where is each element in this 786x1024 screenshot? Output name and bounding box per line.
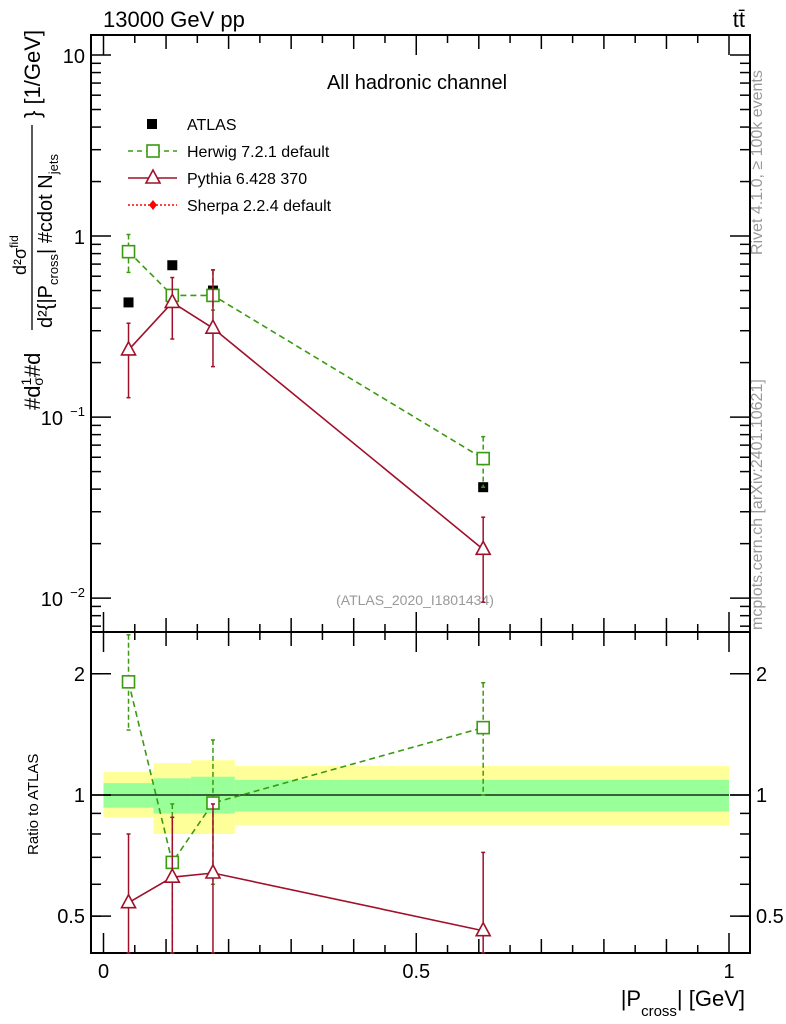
atlas-point: [167, 260, 178, 271]
header-left: 13000 GeV pp: [103, 7, 245, 32]
y-tick-exponent: −2: [70, 585, 85, 600]
plot-frame: [90, 631, 751, 954]
pythia-line: [128, 872, 484, 932]
pythia-point: [163, 292, 181, 309]
y-tick-label: 10: [63, 46, 85, 68]
legend-label: Herwig 7.2.1 default: [187, 144, 330, 161]
legend-marker: [149, 200, 157, 210]
legend-label: ATLAS: [187, 117, 237, 134]
y-tick-label: 1: [74, 785, 85, 807]
y-label-prefix: #d1σ#d: [18, 353, 46, 410]
y-tick-label-right: 1: [756, 785, 767, 807]
herwig-line: [127, 681, 484, 865]
legend-entry-atlas: ATLAS: [147, 117, 237, 134]
y-tick-label-right: 0.5: [756, 906, 784, 928]
atlas-point: [123, 297, 134, 308]
herwig-line: [127, 251, 484, 460]
x-tick-label: 1: [723, 961, 734, 983]
pythia-point: [204, 863, 222, 879]
x-tick-label: 0.5: [402, 961, 430, 983]
y-tick-label: 10: [41, 589, 63, 611]
legend: ATLAS Herwig 7.2.1 default Pythia 6.428 37…: [128, 117, 332, 215]
mcplots-label: mcplots.cern.ch [arXiv:2401.10621]: [749, 379, 766, 630]
legend-marker: [144, 168, 162, 184]
pythia-point: [120, 340, 137, 356]
pythia-point: [163, 867, 181, 883]
rivet-label: Rivet 4.1.0, ≥ 100k events: [749, 70, 766, 255]
pythia-point: [474, 539, 492, 556]
x-axis-label: |Pcross| [GeV]: [621, 986, 745, 1020]
y-tick-label: 0.5: [57, 906, 85, 928]
legend-label: Pythia 6.428 370: [187, 171, 307, 188]
pythia-line: [127, 301, 484, 550]
pythia-point: [474, 921, 492, 937]
herwig-point: [476, 451, 490, 466]
y-label-denominator: d²{|Pcross| #cdot Njets: [35, 154, 61, 328]
pythia-point: [204, 318, 222, 334]
legend-entry-herwig: Herwig 7.2.1 default: [128, 144, 330, 161]
legend-marker: [147, 119, 157, 129]
plot-title: All hadronic channel: [327, 72, 507, 94]
y-tick-label-right: 2: [756, 664, 767, 686]
y-tick-exponent: −1: [70, 404, 85, 419]
y-label-numerator: d²σfid: [7, 235, 30, 275]
legend-label: Sherpa 2.2.4 default: [187, 198, 332, 215]
herwig-point: [121, 244, 136, 259]
legend-marker: [146, 144, 160, 158]
y-tick-label: 2: [74, 664, 85, 686]
y-tick-label: 10: [41, 408, 63, 430]
pythia-point: [120, 893, 137, 909]
herwig-point: [121, 675, 136, 689]
y-label-suffix: } [1/GeV]: [20, 30, 45, 118]
x-tick-label: 0: [98, 961, 109, 983]
y-tick-label: 1: [74, 227, 85, 249]
ratio-y-label: Ratio to ATLAS: [25, 754, 42, 855]
y-axis-label: #d1σ#d d²σfid d²{|Pcross| #cdot Njets } …: [7, 30, 61, 410]
header-right: tt̄: [733, 7, 745, 32]
watermark: (ATLAS_2020_I1801434): [336, 592, 494, 608]
legend-entry-sherpa: Sherpa 2.2.4 default: [128, 198, 332, 215]
herwig-point: [476, 720, 490, 735]
legend-entry-pythia: Pythia 6.428 370: [128, 168, 307, 188]
